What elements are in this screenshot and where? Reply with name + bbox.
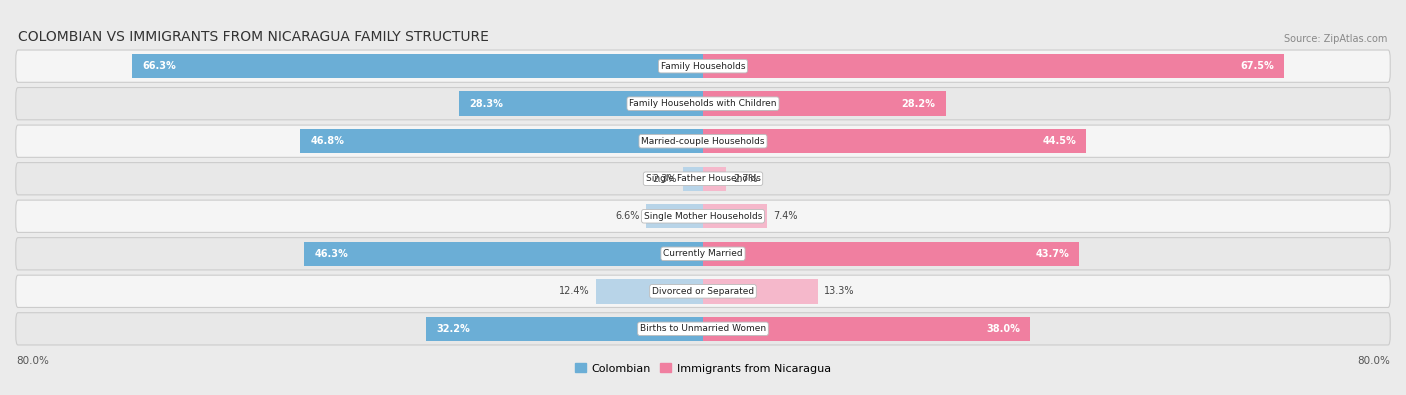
- Text: 66.3%: 66.3%: [142, 61, 176, 71]
- Bar: [703, 129, 1087, 153]
- Text: Currently Married: Currently Married: [664, 249, 742, 258]
- FancyBboxPatch shape: [15, 163, 1391, 195]
- Text: Single Mother Households: Single Mother Households: [644, 212, 762, 221]
- FancyBboxPatch shape: [15, 313, 1391, 345]
- FancyBboxPatch shape: [15, 88, 1391, 120]
- FancyBboxPatch shape: [15, 275, 1391, 307]
- Legend: Colombian, Immigrants from Nicaragua: Colombian, Immigrants from Nicaragua: [571, 359, 835, 378]
- Text: 46.3%: 46.3%: [315, 249, 349, 259]
- Bar: [647, 204, 703, 228]
- Bar: [703, 279, 817, 303]
- Text: 38.0%: 38.0%: [986, 324, 1019, 334]
- Bar: [426, 317, 703, 341]
- Text: Births to Unmarried Women: Births to Unmarried Women: [640, 324, 766, 333]
- Bar: [596, 279, 703, 303]
- Bar: [703, 317, 1031, 341]
- Text: 43.7%: 43.7%: [1035, 249, 1069, 259]
- Text: 28.2%: 28.2%: [901, 99, 935, 109]
- FancyBboxPatch shape: [15, 125, 1391, 157]
- Bar: [299, 129, 703, 153]
- Bar: [703, 54, 1284, 78]
- Bar: [703, 92, 946, 116]
- Text: 2.3%: 2.3%: [652, 174, 676, 184]
- Text: Source: ZipAtlas.com: Source: ZipAtlas.com: [1284, 34, 1388, 44]
- Text: 6.6%: 6.6%: [614, 211, 640, 221]
- Text: 28.3%: 28.3%: [470, 99, 503, 109]
- Text: Divorced or Separated: Divorced or Separated: [652, 287, 754, 296]
- Text: 2.7%: 2.7%: [733, 174, 758, 184]
- Text: Single Father Households: Single Father Households: [645, 174, 761, 183]
- Bar: [460, 92, 703, 116]
- Text: 12.4%: 12.4%: [558, 286, 589, 296]
- Text: Family Households with Children: Family Households with Children: [630, 99, 776, 108]
- Bar: [703, 167, 727, 191]
- Bar: [304, 242, 703, 266]
- Text: 7.4%: 7.4%: [773, 211, 799, 221]
- FancyBboxPatch shape: [15, 238, 1391, 270]
- Bar: [683, 167, 703, 191]
- Text: Family Households: Family Households: [661, 62, 745, 71]
- FancyBboxPatch shape: [15, 200, 1391, 232]
- FancyBboxPatch shape: [15, 50, 1391, 82]
- Text: Married-couple Households: Married-couple Households: [641, 137, 765, 146]
- Text: 80.0%: 80.0%: [15, 356, 49, 366]
- Bar: [132, 54, 703, 78]
- Text: 46.8%: 46.8%: [311, 136, 344, 146]
- Text: 32.2%: 32.2%: [436, 324, 470, 334]
- Text: 80.0%: 80.0%: [1357, 356, 1391, 366]
- Text: 13.3%: 13.3%: [824, 286, 855, 296]
- Text: 44.5%: 44.5%: [1042, 136, 1076, 146]
- Text: 67.5%: 67.5%: [1240, 61, 1274, 71]
- Bar: [703, 204, 766, 228]
- Bar: [703, 242, 1080, 266]
- Text: COLOMBIAN VS IMMIGRANTS FROM NICARAGUA FAMILY STRUCTURE: COLOMBIAN VS IMMIGRANTS FROM NICARAGUA F…: [18, 30, 489, 44]
